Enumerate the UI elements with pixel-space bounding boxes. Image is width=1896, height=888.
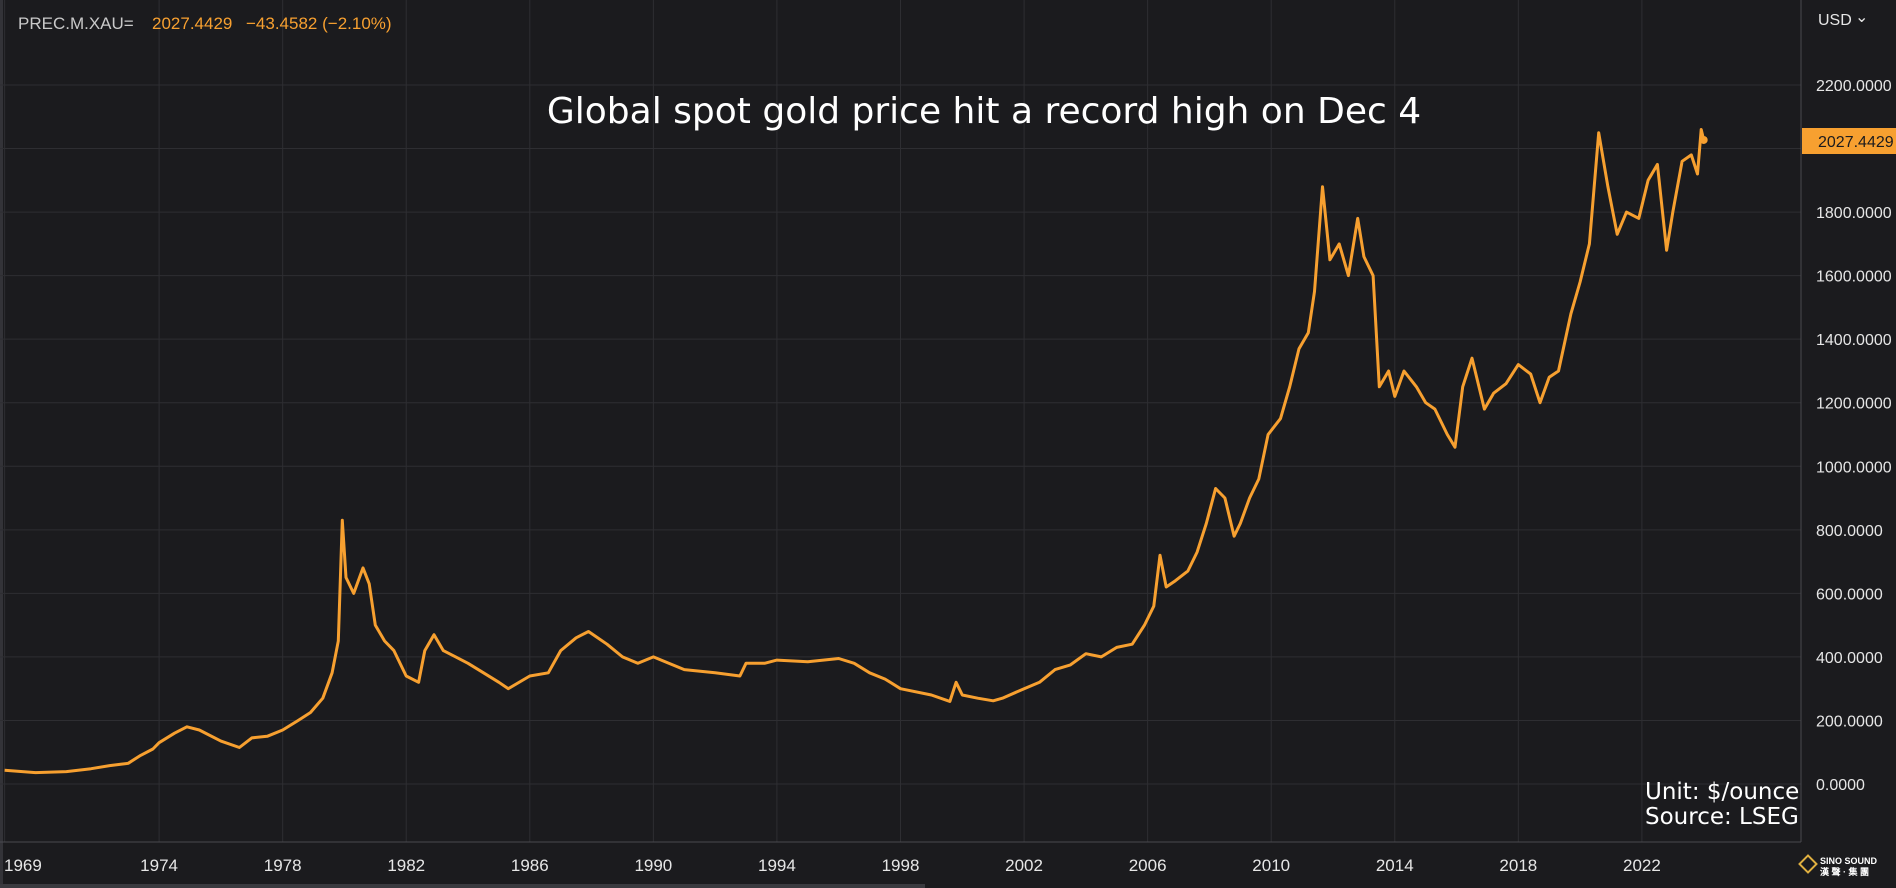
diamond-logo-icon: [1798, 854, 1818, 874]
last-price-badge: 2027.4429: [1802, 128, 1896, 154]
y-tick-label: 1200.0000: [1816, 396, 1892, 413]
x-tick-label: 2010: [1252, 856, 1290, 875]
x-tick-label: 1982: [387, 856, 425, 875]
x-tick-label: 2006: [1129, 856, 1167, 875]
last-price-badge-label: 2027.4429: [1818, 134, 1894, 151]
chart-title: Global spot gold price hit a record high…: [547, 91, 1421, 132]
y-tick-label: 400.0000: [1816, 650, 1883, 667]
y-tick-label: 200.0000: [1816, 713, 1883, 730]
currency-label[interactable]: USD: [1818, 12, 1852, 29]
y-tick-label: 2200.0000: [1816, 78, 1892, 95]
last-price-badge-bg: [1802, 128, 1896, 154]
x-tick-label: 1978: [264, 856, 302, 875]
ticker-symbol: PREC.M.XAU=: [18, 14, 134, 33]
ticker-change: −43.4582 (−2.10%): [246, 14, 392, 33]
y-tick-label: 1000.0000: [1816, 459, 1892, 476]
sino-sound-logo: SINO SOUND 漢 聲 · 集 團: [1798, 854, 1878, 877]
bottom-scrollbar-track[interactable]: [0, 884, 925, 888]
y-tick-label: 1800.0000: [1816, 205, 1892, 222]
gold-price-series: [4, 128, 1708, 775]
y-tick-label: 800.0000: [1816, 523, 1883, 540]
left-edge-border: [0, 0, 3, 888]
x-tick-label: 1990: [634, 856, 672, 875]
x-tick-label: 1986: [511, 856, 549, 875]
last-point-marker: [1699, 135, 1708, 144]
source-annotation: Source: LSEG: [1645, 804, 1799, 830]
unit-annotation: Unit: $/ounce: [1645, 779, 1799, 805]
y-tick-label: 1600.0000: [1816, 269, 1892, 286]
x-tick-label: 1998: [882, 856, 920, 875]
x-tick-label: 1994: [758, 856, 796, 875]
y-axis-tick-labels: 0.0000 200.0000 400.0000 600.0000 800.0000 10…: [1816, 78, 1892, 794]
x-tick-label: 2014: [1376, 856, 1414, 875]
gold-price-line: [4, 128, 1706, 775]
ticker-price: 2027.4429: [152, 14, 232, 33]
y-tick-label: 0.0000: [1816, 777, 1865, 794]
y-tick-label: 600.0000: [1816, 586, 1883, 603]
x-axis-tick-labels: 1969 1974 1978 1982 1986 1990 1994 1998 2002 2006…: [4, 856, 1661, 875]
grid-lines: [0, 0, 1801, 842]
x-tick-label: 2022: [1623, 856, 1661, 875]
logo-name: SINO SOUND: [1820, 856, 1878, 866]
x-tick-label: 1974: [140, 856, 178, 875]
currency-selector[interactable]: USD ⌄: [1818, 9, 1868, 29]
x-tick-label: 2018: [1499, 856, 1537, 875]
x-tick-label: 1969: [4, 856, 42, 875]
logo-subtitle: 漢 聲 · 集 團: [1820, 866, 1869, 877]
chevron-down-icon[interactable]: ⌄: [1855, 9, 1868, 26]
x-tick-label: 2002: [1005, 856, 1043, 875]
y-tick-label: 1400.0000: [1816, 332, 1892, 349]
